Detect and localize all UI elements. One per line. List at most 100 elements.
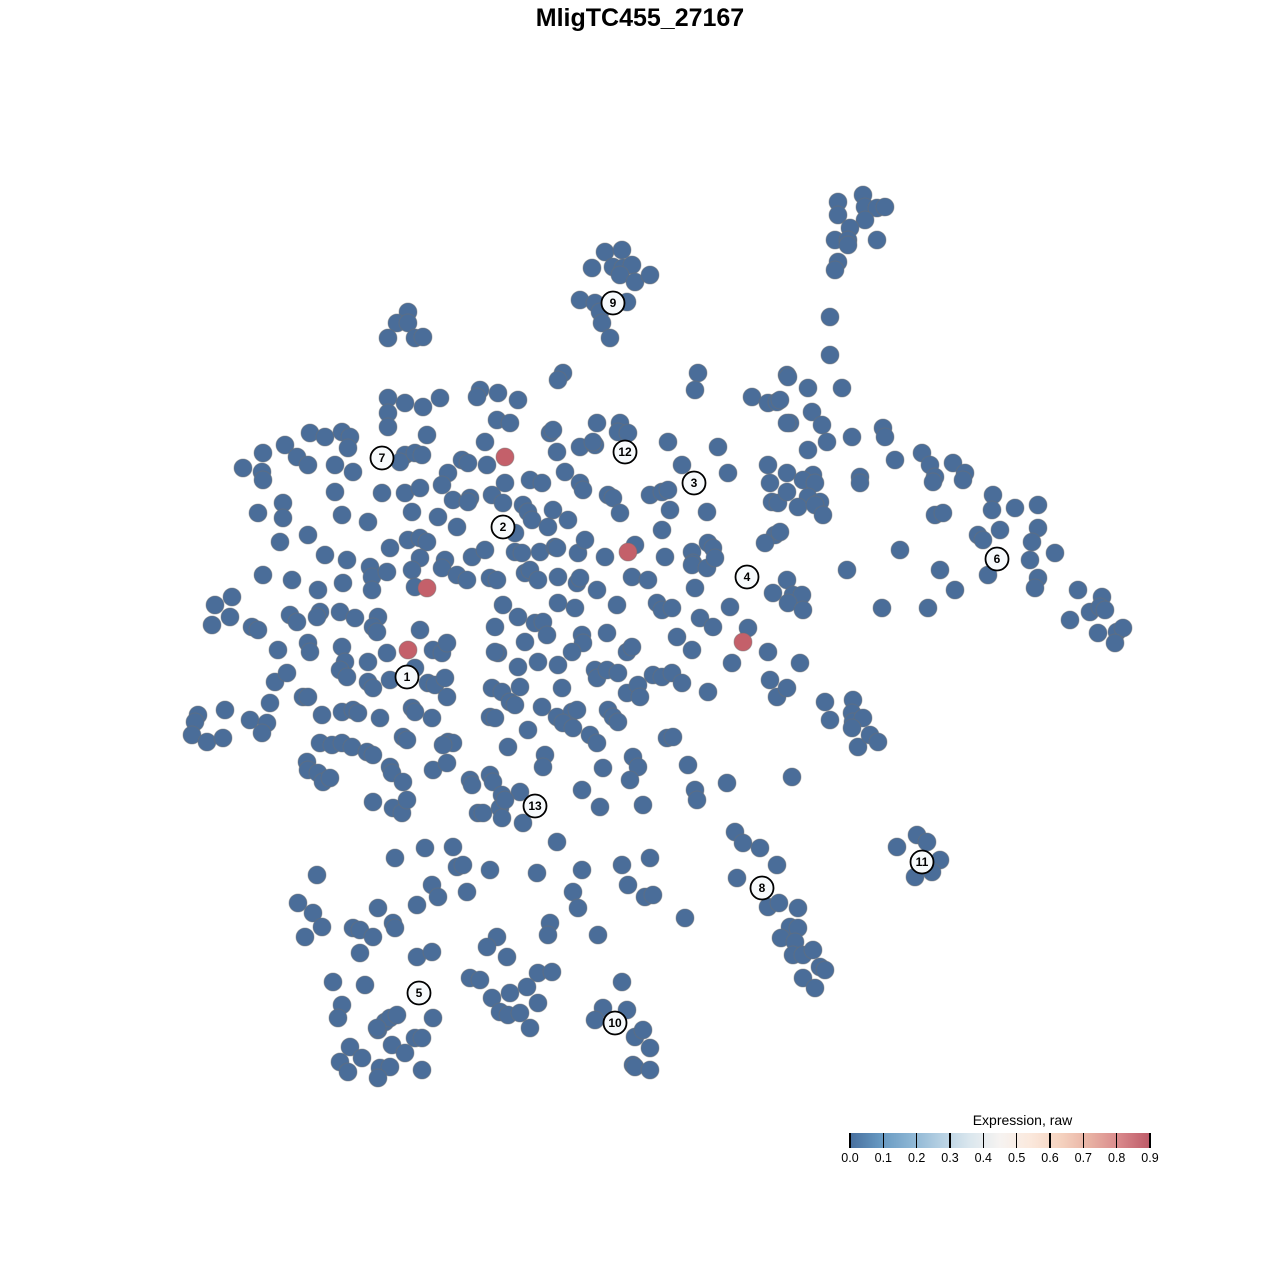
data-point — [982, 500, 1002, 520]
data-point — [533, 757, 553, 777]
legend-tick-mark — [1015, 1133, 1018, 1148]
legend-tick-mark — [915, 1133, 918, 1148]
data-point — [850, 473, 870, 493]
data-point — [777, 678, 797, 698]
data-point — [260, 693, 280, 713]
cluster-badge-circle — [406, 980, 432, 1006]
data-point — [1060, 610, 1080, 630]
data-point — [588, 925, 608, 945]
data-point — [402, 502, 422, 522]
cluster-badge-label: 10 — [608, 1016, 622, 1030]
data-point — [497, 947, 517, 967]
cluster-badge-label: 5 — [416, 986, 423, 1000]
data-point — [537, 625, 557, 645]
legend-tick-label: 0.1 — [874, 1151, 893, 1165]
data-point — [377, 643, 397, 663]
data-point — [798, 440, 818, 460]
data-point — [423, 1008, 443, 1028]
data-point — [517, 977, 537, 997]
legend-tick-label: 0.3 — [941, 1151, 959, 1165]
data-point — [248, 503, 268, 523]
data-point — [325, 482, 345, 502]
data-point — [777, 482, 797, 502]
data-point — [417, 532, 437, 552]
data-point — [828, 205, 848, 225]
data-point — [415, 838, 435, 858]
data-point — [943, 453, 963, 473]
data-point — [470, 970, 490, 990]
data-point — [672, 673, 692, 693]
data-point — [387, 1005, 407, 1025]
data-point — [703, 617, 723, 637]
data-point — [770, 390, 790, 410]
data-point — [287, 612, 307, 632]
cluster-badge-2: 2 — [490, 514, 516, 540]
data-point — [597, 623, 617, 643]
data-point — [338, 1062, 358, 1082]
data-point — [620, 770, 640, 790]
data-point — [270, 532, 290, 552]
legend-tick-mark — [1049, 1133, 1051, 1148]
data-point — [333, 573, 353, 593]
data-point — [868, 732, 888, 752]
cluster-badge-3: 3 — [681, 470, 707, 496]
data-point — [205, 595, 225, 615]
cluster-badge-label: 3 — [691, 476, 698, 490]
data-point — [417, 578, 437, 598]
data-point — [875, 427, 895, 447]
data-point — [890, 540, 910, 560]
data-point — [495, 473, 515, 493]
data-point — [328, 1008, 348, 1028]
data-point — [720, 597, 740, 617]
data-point — [612, 972, 632, 992]
legend-tick-mark — [1149, 1133, 1151, 1148]
data-point — [547, 538, 567, 558]
cluster-badge-label: 9 — [610, 296, 617, 310]
data-point — [788, 497, 808, 517]
data-point — [412, 1060, 432, 1080]
data-point — [485, 708, 505, 728]
data-point — [758, 642, 778, 662]
data-point — [793, 968, 813, 988]
data-point — [437, 633, 457, 653]
chart-title: MligTC455_27167 — [535, 4, 745, 32]
data-point — [610, 265, 630, 285]
data-point — [275, 435, 295, 455]
data-point — [412, 1028, 432, 1048]
data-point — [640, 1038, 660, 1058]
data-point — [582, 258, 602, 278]
data-point — [625, 272, 645, 292]
data-point — [793, 600, 813, 620]
data-point — [367, 1018, 387, 1038]
data-point — [432, 475, 452, 495]
cluster-badge-circle — [984, 546, 1010, 572]
data-point — [548, 655, 568, 675]
data-point — [640, 265, 660, 285]
data-point — [875, 197, 895, 217]
legend-tick-mark — [1115, 1133, 1118, 1148]
data-point — [708, 437, 728, 457]
data-point — [458, 492, 478, 512]
data-point — [358, 512, 378, 532]
data-point — [410, 478, 430, 498]
data-point — [782, 767, 802, 787]
data-point — [658, 480, 678, 500]
data-point — [618, 423, 638, 443]
data-point — [345, 608, 365, 628]
data-point — [718, 463, 738, 483]
data-point — [705, 548, 725, 568]
cluster-badge-circle — [522, 793, 548, 819]
legend-tick-label: 0.0 — [841, 1151, 859, 1165]
data-point — [515, 632, 535, 652]
data-point — [842, 427, 862, 447]
data-point — [252, 723, 272, 743]
data-point — [767, 855, 787, 875]
data-point — [572, 860, 592, 880]
data-point — [520, 1018, 540, 1038]
cluster-badge-9: 9 — [600, 290, 626, 316]
data-point — [798, 378, 818, 398]
data-point — [1095, 600, 1115, 620]
legend-tick-mark — [849, 1133, 851, 1148]
data-point — [1028, 495, 1048, 515]
